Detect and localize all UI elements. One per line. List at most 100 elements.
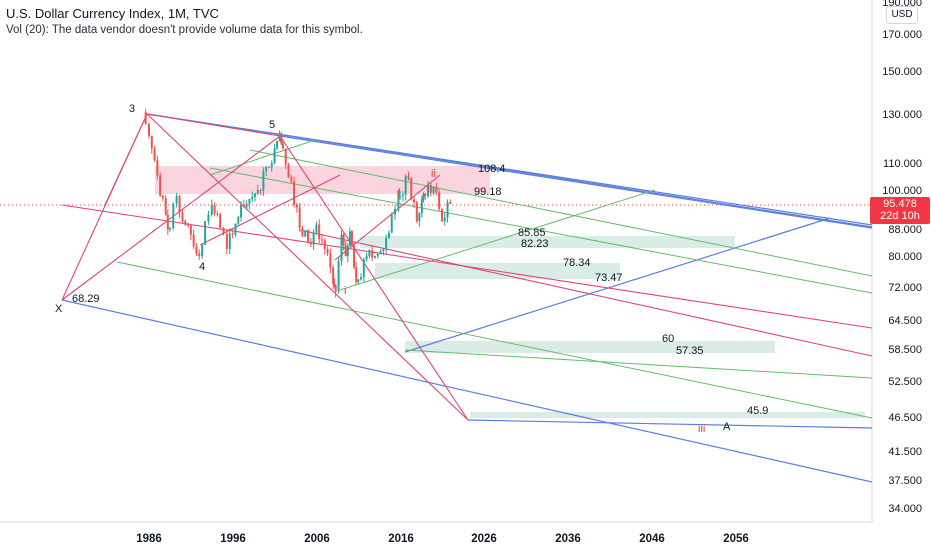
wave-label-3: 3 <box>129 103 135 115</box>
wave-label-x: X <box>55 303 63 315</box>
time-tick: 2006 <box>304 533 330 545</box>
price-tick: 190.000 <box>882 0 922 9</box>
candle-body <box>357 279 360 282</box>
candle-body <box>262 171 265 191</box>
pink-short-line <box>334 174 441 261</box>
candle-body <box>376 253 379 257</box>
candle-body <box>435 187 438 193</box>
candle-body <box>222 227 225 234</box>
candle-body <box>175 195 178 204</box>
candle-body <box>418 213 421 222</box>
candle-body <box>201 244 204 257</box>
price-tick: 37.500 <box>888 475 922 487</box>
candle-body <box>301 227 304 237</box>
support-zone-3 <box>405 341 775 353</box>
price-tick: 72.000 <box>888 282 922 294</box>
candle-body <box>304 230 307 237</box>
candle-body <box>267 166 270 168</box>
candle-body <box>195 246 198 254</box>
candle-body <box>156 160 159 176</box>
candle-body <box>280 133 283 144</box>
candle-body <box>415 202 418 222</box>
time-tick: 2046 <box>639 533 665 545</box>
price-axis[interactable]: 190.000 170.000 150.000 130.000 110.000 … <box>882 0 922 515</box>
candle-body <box>307 230 310 242</box>
level-label-73-47: 73.47 <box>595 272 623 284</box>
candle-body <box>344 245 347 257</box>
candle-body <box>329 253 332 268</box>
currency-badge[interactable]: USD <box>886 6 918 24</box>
candle-body <box>410 178 413 200</box>
level-label-82-23: 82.23 <box>521 238 549 250</box>
chart-title: U.S. Dollar Currency Index, 1M, TVC <box>6 6 219 21</box>
candle-body <box>281 143 284 149</box>
candle-body <box>443 217 446 222</box>
candle-body <box>309 241 312 245</box>
candle-body <box>424 193 427 196</box>
candle-body <box>228 233 231 249</box>
level-label-108-4: 108.4 <box>478 163 506 175</box>
wave-label-ii: ii <box>431 168 436 180</box>
price-tick: 110.000 <box>883 158 922 170</box>
wave-label-iii: iii <box>698 423 705 435</box>
time-axis[interactable]: 1986 1996 2006 2016 2026 2036 2046 2056 <box>136 533 749 545</box>
green-lines <box>116 139 873 419</box>
candle-body <box>184 221 187 225</box>
green-line-3 <box>116 261 873 419</box>
candle-body <box>438 192 441 209</box>
blue-channel <box>61 113 873 483</box>
volume-note: Vol (20): The data vendor doesn't provid… <box>6 24 363 36</box>
wave-label-x-value: 68.29 <box>72 293 100 305</box>
candle-body <box>382 248 385 252</box>
candle-body <box>216 213 219 215</box>
candle-body <box>348 231 351 246</box>
blue-lower-line <box>61 299 873 483</box>
candle-body <box>234 223 237 235</box>
price-tick: 130.000 <box>882 109 922 121</box>
candle-body <box>394 208 397 215</box>
candle-body <box>350 231 353 246</box>
green-line-4 <box>404 349 873 379</box>
green-line-6 <box>209 139 316 176</box>
candle-body <box>399 195 402 197</box>
candle-body <box>161 195 164 199</box>
candle-body <box>407 176 410 179</box>
candle-body <box>373 256 376 258</box>
candle-body <box>333 283 336 286</box>
level-label-60: 60 <box>662 333 674 345</box>
price-tick: 170.000 <box>882 29 922 41</box>
candle-body <box>284 148 287 166</box>
price-tick: 58.500 <box>888 344 922 356</box>
candle-body <box>153 148 156 161</box>
level-label-78-34: 78.34 <box>563 257 591 269</box>
candle-body <box>427 184 429 196</box>
candle-body <box>251 196 254 200</box>
candle-body <box>192 234 195 247</box>
candle-body <box>187 224 190 226</box>
wave-label-a: A <box>723 421 731 433</box>
candle-body <box>362 259 365 278</box>
candle-body <box>446 201 449 218</box>
wave-label-4: 4 <box>199 261 205 273</box>
green-line-5 <box>339 189 656 291</box>
candle-body <box>295 204 298 208</box>
candle-body <box>198 253 201 257</box>
candle-body <box>245 203 248 208</box>
time-tick: 1986 <box>136 533 162 545</box>
candle-body <box>213 205 216 214</box>
candle-body <box>231 233 234 235</box>
time-tick: 2016 <box>388 533 414 545</box>
candle-body <box>181 212 184 222</box>
candle-body <box>225 233 228 249</box>
wave-labels: 3 4 5 X 68.29 i ii iii A <box>55 103 731 435</box>
candle-body <box>237 217 240 224</box>
pink-x-to-5 <box>61 135 281 301</box>
candle-body <box>172 203 175 228</box>
candle-body <box>332 267 335 284</box>
candle-body <box>397 190 400 209</box>
candle-body <box>368 250 371 257</box>
price-tick: 64.500 <box>888 315 922 327</box>
candle-body <box>159 175 162 196</box>
candle-body <box>240 205 243 218</box>
